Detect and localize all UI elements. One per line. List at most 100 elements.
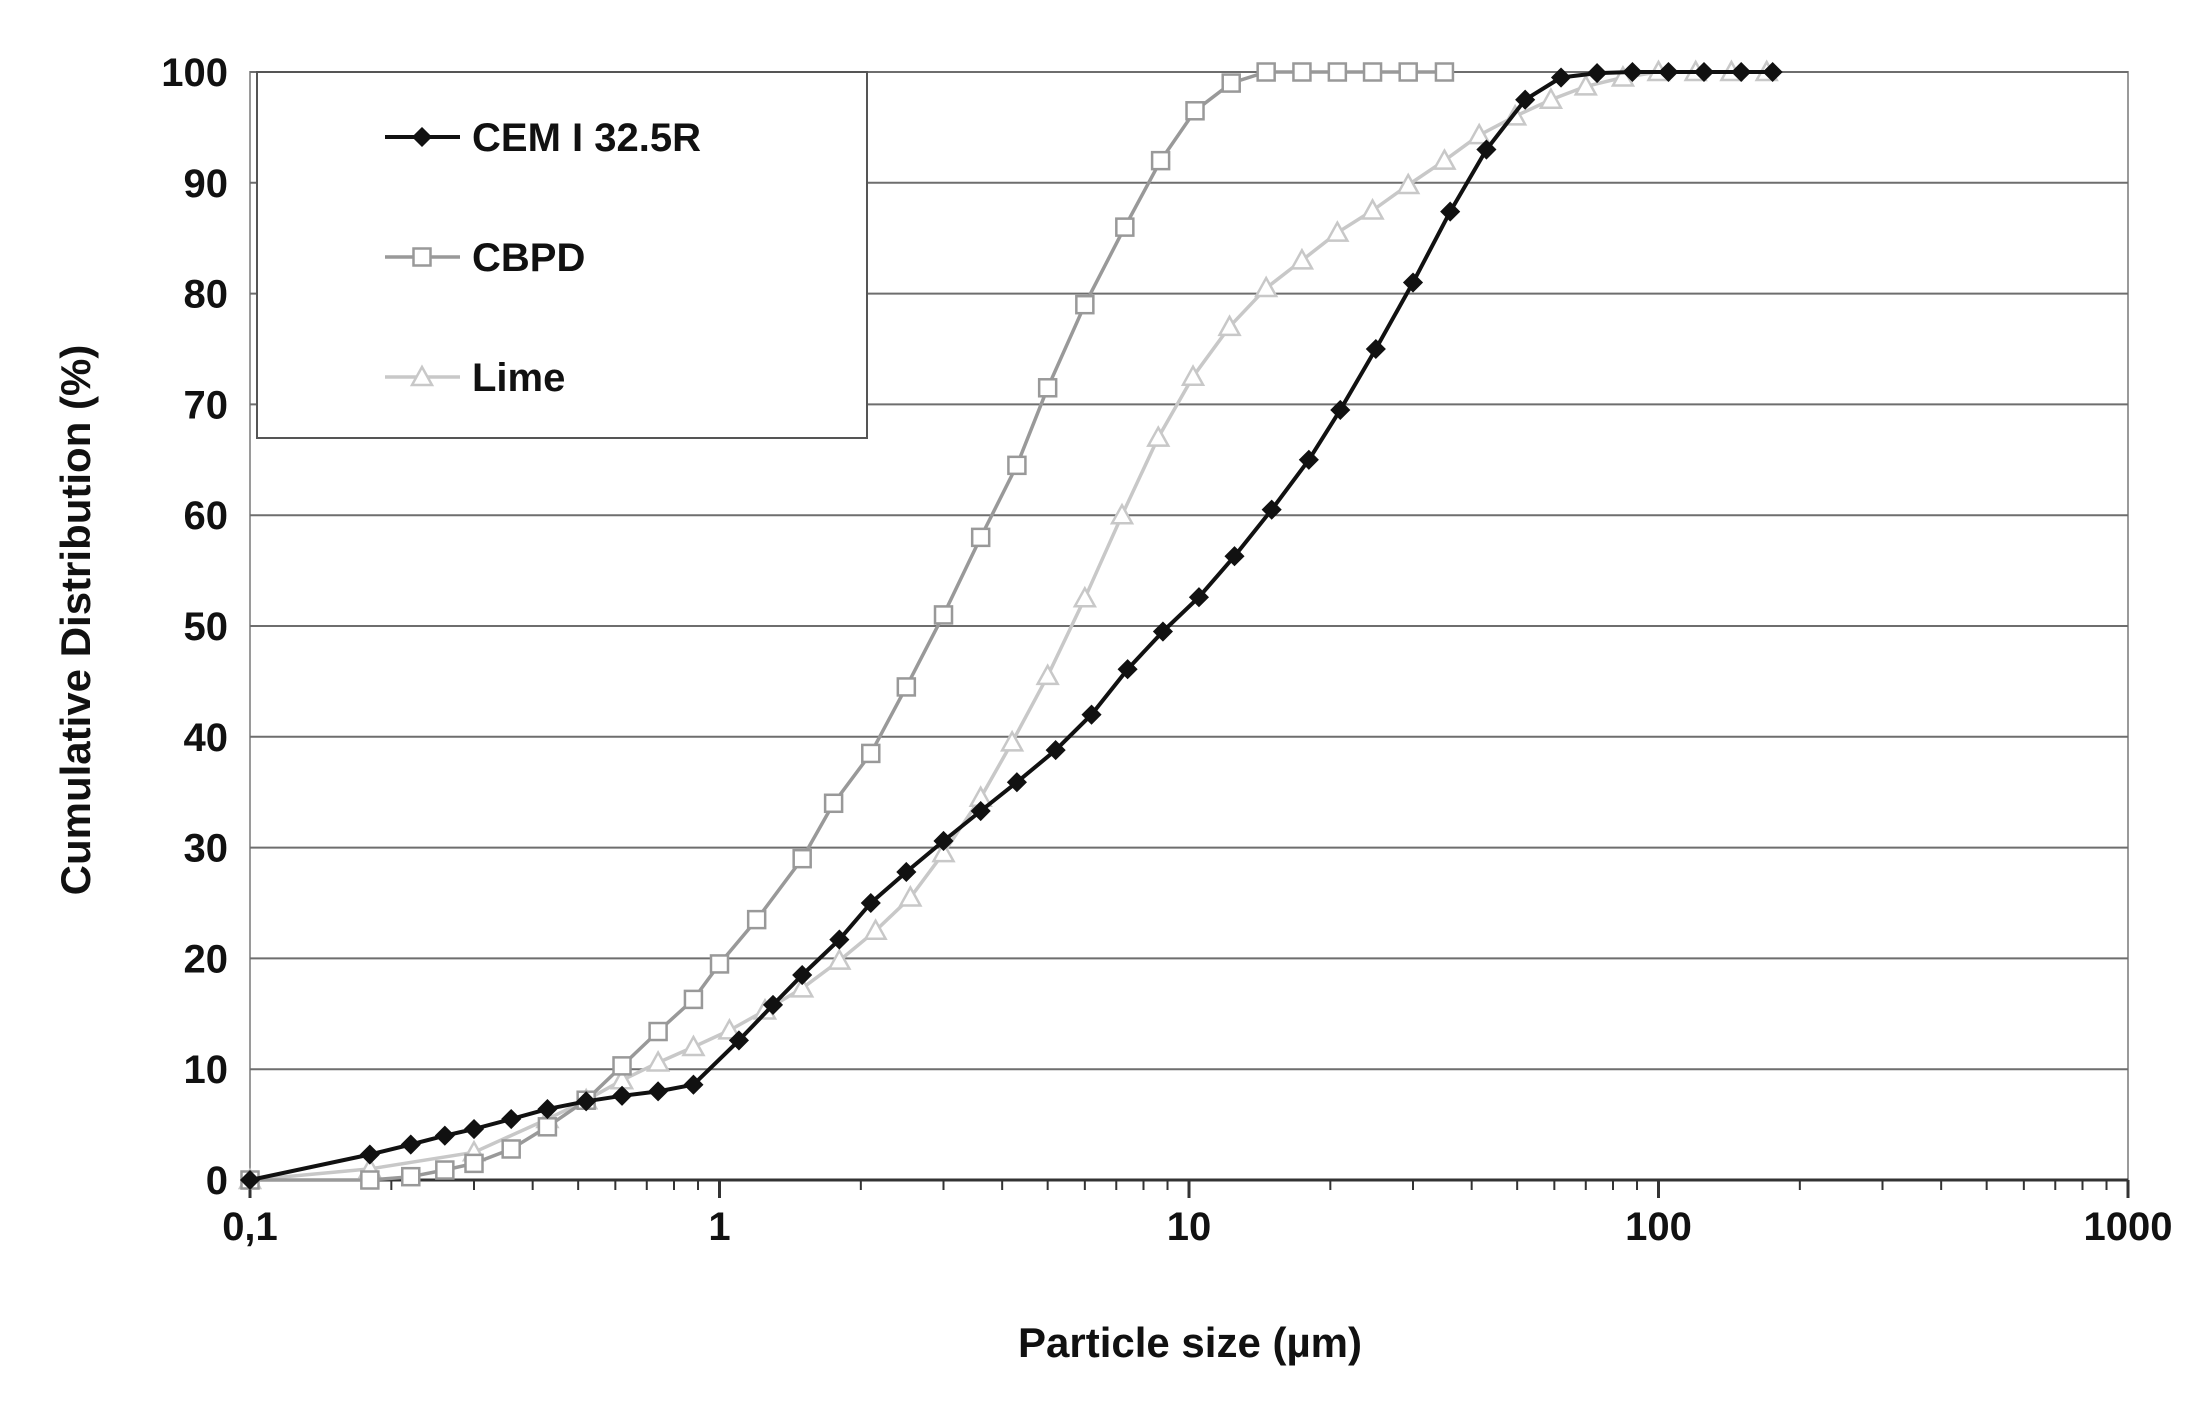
data-point [898, 884, 923, 907]
legend-marker [412, 247, 432, 267]
data-point [683, 989, 704, 1010]
data-point [1402, 272, 1424, 293]
data-point [1188, 587, 1210, 608]
data-point [728, 1030, 749, 1051]
data-point [1434, 62, 1455, 82]
data-point [1075, 294, 1095, 315]
data-point [933, 830, 954, 852]
y-tick-label: 10 [184, 1048, 229, 1092]
data-point [861, 743, 881, 764]
data-point [683, 1074, 704, 1095]
data-point [933, 605, 954, 625]
data-point [1221, 73, 1241, 93]
x-tick-label: 10 [1167, 1205, 1212, 1249]
y-tick-label: 40 [184, 716, 229, 760]
data-point [1185, 101, 1205, 121]
legend-item: CBPD [385, 236, 585, 280]
data-point [1622, 61, 1643, 83]
data-point [1045, 740, 1066, 761]
data-point [1037, 378, 1058, 398]
y-tick-label: 70 [184, 383, 229, 427]
data-point [1035, 663, 1060, 686]
legend-item: Lime [385, 356, 565, 400]
data-point [1515, 89, 1536, 110]
data-point [1365, 338, 1386, 360]
data-point [463, 1118, 485, 1140]
data-point [970, 527, 991, 548]
data-point [1587, 63, 1608, 84]
data-point [576, 1091, 597, 1112]
series-layer [237, 59, 1783, 1191]
data-point [1658, 61, 1679, 83]
data-point [931, 840, 956, 863]
data-point [501, 1139, 521, 1159]
data-point [709, 954, 730, 974]
data-point [648, 1021, 668, 1042]
data-point [435, 1160, 455, 1180]
data-point [999, 729, 1025, 752]
data-point [1731, 61, 1752, 83]
x-tick-label: 1 [708, 1205, 730, 1249]
data-point [1762, 61, 1783, 83]
data-point [1330, 399, 1351, 421]
data-point [611, 1085, 633, 1106]
data-point [970, 800, 991, 822]
data-point [1289, 247, 1315, 270]
series-cem-i-32-5r [239, 61, 1783, 1191]
x-tick-label: 0,1 [222, 1205, 278, 1249]
y-tick-label: 60 [184, 494, 229, 538]
data-point [746, 909, 767, 930]
data-point [1467, 122, 1492, 145]
data-point [360, 1170, 380, 1190]
data-point [1217, 314, 1242, 337]
y-tick-label: 80 [184, 273, 229, 317]
data-point [1150, 150, 1171, 171]
data-point [1550, 67, 1572, 88]
y-tick-label: 0 [206, 1159, 228, 1203]
y-tick-label: 50 [184, 605, 229, 649]
data-point [1573, 73, 1598, 96]
legend-box [256, 71, 868, 439]
data-point [1325, 220, 1350, 242]
data-point [792, 848, 812, 869]
data-point [823, 793, 844, 814]
data-point [1396, 172, 1421, 195]
data-point [464, 1153, 484, 1174]
data-point [1007, 455, 1027, 476]
x-tick-label: 100 [1625, 1205, 1692, 1249]
data-point [1298, 449, 1319, 470]
data-point [896, 677, 917, 697]
legend-label: CEM I 32.5R [472, 116, 701, 160]
data-point [1146, 425, 1171, 447]
data-point [1006, 772, 1027, 793]
data-point [1152, 621, 1173, 642]
y-tick-label: 100 [161, 51, 228, 95]
data-point [1117, 659, 1138, 680]
data-point [537, 1099, 558, 1120]
data-point [717, 1017, 742, 1040]
data-point [359, 1144, 380, 1165]
data-point [1072, 585, 1097, 608]
data-point [612, 1056, 632, 1076]
data-point [1538, 87, 1564, 109]
data-point [648, 1081, 669, 1102]
data-point [860, 892, 881, 914]
data-point [1476, 139, 1497, 160]
data-point [1360, 197, 1385, 220]
legend-item: CEM I 32.5R [385, 116, 701, 160]
data-point [827, 948, 852, 970]
data-point [790, 975, 815, 998]
y-axis-title: Cumulative Distribution (%) [52, 345, 99, 896]
data-point [1254, 275, 1279, 298]
data-point [1224, 546, 1245, 567]
data-point [792, 964, 813, 986]
data-point [1256, 62, 1276, 82]
data-point [681, 1034, 706, 1057]
data-point [400, 1134, 421, 1155]
axis-layer: 0 10 20 30 40 50 60 70 80 90 100 0,1 1 10 100 1000 [161, 51, 2172, 1249]
data-point [1180, 364, 1206, 386]
data-point [863, 918, 888, 940]
data-point [1327, 62, 1348, 82]
data-point [401, 1166, 421, 1187]
